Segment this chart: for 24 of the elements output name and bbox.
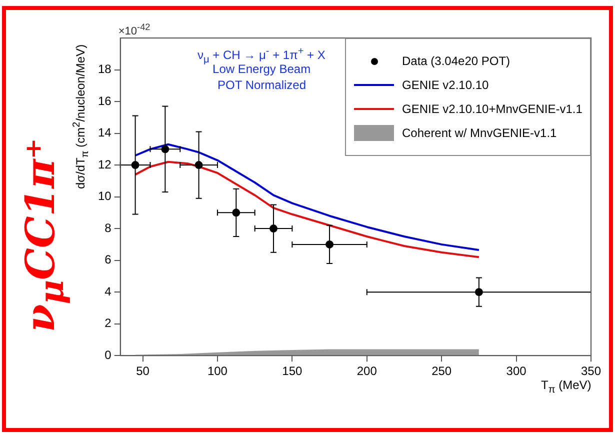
- legend-label: GENIE v2.10.10+MnvGENIE-v1.1: [402, 102, 582, 116]
- y-tick-label: 4: [104, 284, 112, 298]
- legend-label: GENIE v2.10.10: [402, 78, 489, 92]
- legend-label: Data (3.04e20 POT): [402, 54, 510, 68]
- legend-label: Coherent w/ MnvGENIE-v1.1: [402, 126, 557, 140]
- y-tick-label: 16: [98, 94, 112, 108]
- y-tick-label: 6: [104, 252, 112, 267]
- text: ×10$^{-42}$: [118, 22, 150, 38]
- y-tick-label: 8: [104, 220, 112, 235]
- y-tick-label: 10: [98, 189, 112, 204]
- y-tick-label: 2: [104, 316, 112, 330]
- x-tick-label: 250: [432, 364, 452, 378]
- y-tick-label: 18: [98, 62, 112, 76]
- x-tick-label: 300: [506, 364, 527, 378]
- y-tick-label: 12: [98, 157, 112, 172]
- x-tick-label: 350: [580, 364, 602, 378]
- x-tick-label: 50: [136, 364, 150, 378]
- x-tick-label: 200: [356, 364, 378, 378]
- y-tick-label: 0: [104, 348, 112, 362]
- annotation: POT Normalized: [218, 78, 306, 92]
- x-axis-title: T$_{π}$ (MeV): [541, 378, 592, 395]
- x-tick-label: 150: [282, 364, 303, 378]
- y-tick-label: 14: [98, 126, 112, 140]
- x-tick-label: 100: [207, 364, 228, 378]
